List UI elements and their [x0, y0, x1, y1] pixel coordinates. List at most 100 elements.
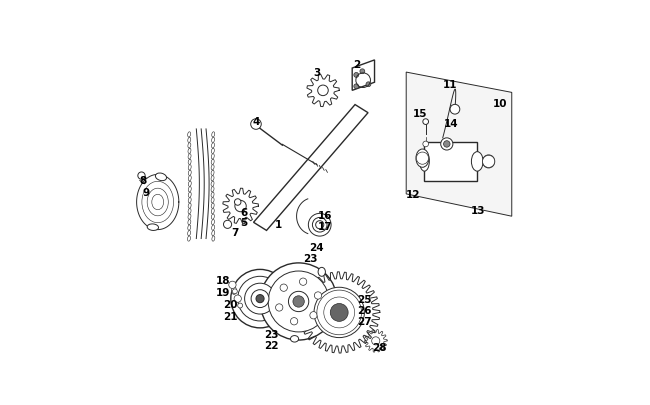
Ellipse shape	[211, 187, 214, 192]
Ellipse shape	[231, 287, 237, 295]
Ellipse shape	[211, 160, 214, 165]
Text: 22: 22	[264, 340, 279, 350]
Ellipse shape	[188, 176, 191, 181]
Text: 7: 7	[231, 228, 239, 238]
Circle shape	[300, 278, 307, 286]
Text: 23: 23	[264, 329, 279, 339]
Circle shape	[423, 119, 428, 125]
Ellipse shape	[188, 171, 191, 176]
Text: 23: 23	[304, 254, 318, 263]
Ellipse shape	[188, 220, 191, 225]
Ellipse shape	[211, 143, 214, 149]
Ellipse shape	[211, 154, 214, 160]
Polygon shape	[136, 175, 179, 230]
Text: 8: 8	[140, 175, 147, 185]
Circle shape	[224, 221, 231, 229]
Text: 4: 4	[252, 117, 259, 126]
Ellipse shape	[212, 226, 214, 230]
Ellipse shape	[211, 204, 214, 209]
Ellipse shape	[420, 152, 430, 172]
Circle shape	[268, 271, 329, 332]
Ellipse shape	[211, 220, 214, 225]
Circle shape	[289, 292, 309, 312]
Circle shape	[293, 296, 304, 307]
Ellipse shape	[188, 209, 191, 214]
Text: 9: 9	[143, 188, 150, 197]
Circle shape	[233, 289, 237, 294]
Circle shape	[314, 288, 365, 338]
Ellipse shape	[188, 182, 191, 187]
Circle shape	[308, 214, 331, 237]
Circle shape	[313, 218, 327, 232]
Ellipse shape	[188, 187, 191, 192]
Ellipse shape	[211, 165, 214, 171]
Ellipse shape	[416, 150, 429, 168]
Text: 3: 3	[313, 68, 320, 78]
Circle shape	[482, 156, 495, 168]
Circle shape	[276, 304, 283, 311]
Polygon shape	[406, 73, 512, 217]
Circle shape	[256, 295, 264, 303]
Circle shape	[235, 199, 241, 206]
Text: 19: 19	[216, 288, 230, 297]
Text: 21: 21	[224, 312, 238, 322]
Circle shape	[238, 277, 282, 321]
Circle shape	[280, 284, 287, 292]
Circle shape	[366, 83, 371, 87]
Circle shape	[291, 318, 298, 325]
Polygon shape	[352, 61, 374, 91]
Ellipse shape	[471, 152, 483, 172]
Ellipse shape	[187, 237, 190, 241]
Circle shape	[354, 85, 359, 90]
Ellipse shape	[482, 156, 495, 168]
Circle shape	[443, 141, 450, 148]
Polygon shape	[298, 272, 380, 353]
Text: 10: 10	[492, 98, 507, 108]
Circle shape	[372, 337, 380, 345]
Ellipse shape	[188, 231, 190, 236]
Ellipse shape	[188, 204, 191, 209]
Ellipse shape	[188, 132, 190, 138]
Text: 14: 14	[443, 119, 458, 128]
Ellipse shape	[188, 226, 190, 230]
Circle shape	[138, 173, 145, 180]
Ellipse shape	[188, 165, 191, 171]
Ellipse shape	[211, 149, 214, 154]
Text: 17: 17	[318, 221, 332, 231]
Text: 13: 13	[471, 206, 486, 215]
Ellipse shape	[155, 174, 166, 181]
Circle shape	[310, 312, 317, 319]
Ellipse shape	[147, 224, 159, 231]
Text: 15: 15	[413, 109, 428, 118]
FancyBboxPatch shape	[424, 143, 477, 181]
Ellipse shape	[212, 132, 214, 138]
Ellipse shape	[211, 176, 214, 181]
Ellipse shape	[188, 143, 191, 149]
Circle shape	[324, 297, 355, 328]
Circle shape	[251, 119, 261, 130]
Text: 11: 11	[443, 80, 458, 90]
Ellipse shape	[188, 160, 191, 165]
Ellipse shape	[211, 182, 214, 187]
Circle shape	[441, 139, 453, 151]
Circle shape	[235, 201, 246, 212]
Circle shape	[238, 303, 242, 308]
Ellipse shape	[211, 209, 214, 214]
Circle shape	[317, 290, 361, 335]
Circle shape	[229, 281, 236, 289]
Circle shape	[251, 290, 269, 308]
Text: 28: 28	[372, 343, 387, 352]
Ellipse shape	[188, 193, 191, 198]
Circle shape	[315, 292, 322, 299]
Text: 16: 16	[318, 211, 332, 220]
Circle shape	[450, 105, 460, 115]
Circle shape	[318, 86, 328, 96]
Text: 1: 1	[275, 220, 282, 230]
Polygon shape	[307, 75, 339, 107]
Circle shape	[360, 70, 365, 75]
Circle shape	[260, 263, 337, 340]
Ellipse shape	[211, 215, 214, 220]
Text: 26: 26	[358, 305, 372, 315]
Ellipse shape	[188, 215, 191, 220]
Ellipse shape	[188, 138, 190, 143]
